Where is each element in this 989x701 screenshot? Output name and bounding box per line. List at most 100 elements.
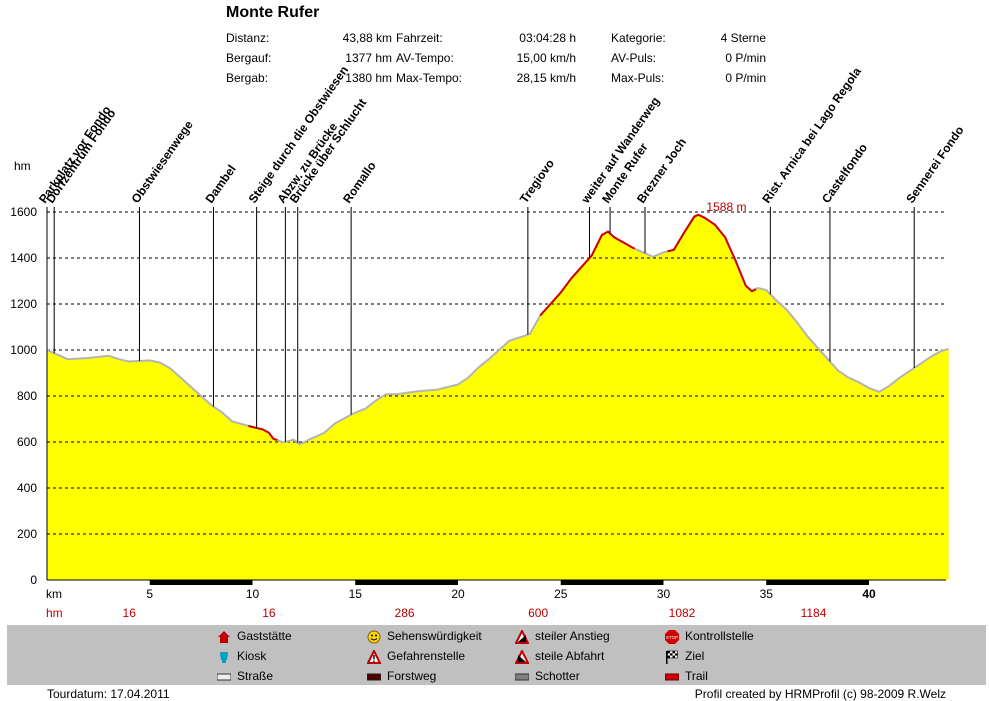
stat-label: Bergab: xyxy=(226,71,269,85)
stat-max-speed: Max-Tempo: 28,15 km/h xyxy=(396,71,596,86)
legend-item-forstweg: Forstweg xyxy=(367,668,436,684)
waypoint-label: Dambel xyxy=(202,162,238,206)
legend-label: steile Abfahrt xyxy=(535,649,605,663)
stat-ascent: Bergauf: 1377 hm xyxy=(226,51,392,66)
warning-icon xyxy=(367,649,381,664)
max-elevation-label: 1588 m xyxy=(706,200,746,214)
waypoint-label: Romallo xyxy=(340,159,379,206)
stat-label: Max-Puls: xyxy=(611,71,665,85)
legend-item-schotter: Schotter xyxy=(515,668,580,684)
x-tick-label: 10 xyxy=(246,587,260,601)
stat-value: 15,00 km/h xyxy=(516,51,576,65)
stat-label: AV-Puls: xyxy=(611,51,657,65)
stat-value: 0 P/min xyxy=(725,51,766,65)
legend-label: Kontrollstelle xyxy=(685,629,754,643)
legend-label: steiler Anstieg xyxy=(535,629,610,643)
x-tick-label: 20 xyxy=(451,587,465,601)
y-tick-label: 800 xyxy=(17,389,37,403)
waypoint-label: Obstwiesenwege xyxy=(128,118,196,206)
waypoint-label: Sennerei Fondo xyxy=(903,123,966,205)
elevation-area xyxy=(47,214,949,581)
gravel-icon xyxy=(515,670,529,684)
stat-value: 1377 hm xyxy=(345,51,392,65)
smiley-icon xyxy=(367,630,381,644)
stat-value: 0 P/min xyxy=(725,71,766,85)
y-tick-label: 1400 xyxy=(10,251,37,265)
forstweg-bar xyxy=(355,580,458,585)
stat-label: Kategorie: xyxy=(611,31,666,45)
forstweg-bar xyxy=(149,580,253,585)
trail-segment xyxy=(667,213,757,293)
forest-road-icon xyxy=(367,670,381,684)
y-tick-label: 400 xyxy=(17,481,37,495)
x-tick-label: 15 xyxy=(349,587,363,601)
legend-item-sehenswuerdigkeit: Sehenswürdigkeit xyxy=(367,628,482,644)
stat-max-pulse: Max-Puls: 0 P/min xyxy=(611,71,771,86)
hm-row-label: hm xyxy=(46,606,63,620)
hm-row-value: 1184 xyxy=(801,606,827,620)
stat-label: Bergauf: xyxy=(226,51,272,65)
stat-avg-pulse: AV-Puls: 0 P/min xyxy=(611,51,771,66)
stat-value: 28,15 km/h xyxy=(516,71,576,85)
tour-title: Monte Rufer xyxy=(226,4,320,21)
tour-date: Tourdatum: 17.04.2011 xyxy=(47,687,170,701)
svg-text:STOP: STOP xyxy=(666,635,678,640)
y-tick-label: 600 xyxy=(17,435,37,449)
stat-label: AV-Tempo: xyxy=(396,51,454,65)
legend-label: Straße xyxy=(237,669,274,683)
stat-label: Max-Tempo: xyxy=(396,71,463,85)
legend-item-ziel: Ziel xyxy=(665,648,704,664)
x-tick-label: 35 xyxy=(760,587,774,601)
trail-segment xyxy=(539,230,619,317)
y-tick-label: 1200 xyxy=(10,297,37,311)
x-tick-label: 25 xyxy=(554,587,568,601)
y-tick-label: 1000 xyxy=(10,343,37,357)
legend-label: Gaststätte xyxy=(237,629,292,643)
stat-riding-time: Fahrzeit: 03:04:28 h xyxy=(396,31,596,46)
forstweg-bar xyxy=(560,580,664,585)
legend-label: Gefahrenstelle xyxy=(387,649,466,663)
y-tick-label: 0 xyxy=(30,573,37,587)
road-icon xyxy=(217,670,231,684)
stat-category: Kategorie: 4 Sterne xyxy=(611,31,771,46)
hm-row-value: 16 xyxy=(123,606,137,620)
stat-descent: Bergab: 1380 hm xyxy=(226,71,392,86)
x-tick-label: 40 xyxy=(862,587,876,601)
waypoint-label: Rist. Arnica bei Lago Regola xyxy=(759,65,864,206)
stat-value: 43,88 km xyxy=(342,31,392,45)
waypoint-label: Castelfondo xyxy=(819,141,870,206)
stop-icon: STOP xyxy=(665,629,679,644)
legend-item-steiler-anstieg: steiler Anstieg xyxy=(515,628,610,644)
legend-label: Forstweg xyxy=(387,669,437,683)
steep-down-icon xyxy=(515,649,529,664)
legend-label: Ziel xyxy=(685,649,705,663)
stat-label: Distanz: xyxy=(226,31,270,45)
forstweg-bar xyxy=(766,580,869,585)
trail-icon xyxy=(665,670,679,684)
legend-label: Sehenswürdigkeit xyxy=(387,629,482,643)
legend-item-gaststaette: Gaststätte xyxy=(217,628,292,644)
x-axis-unit-label: km xyxy=(46,587,62,601)
cup-icon xyxy=(217,650,231,664)
hm-row-value: 600 xyxy=(528,606,548,620)
house-icon xyxy=(217,630,231,644)
hm-row-value: 16 xyxy=(262,606,276,620)
y-axis-unit-label: hm xyxy=(14,159,31,173)
legend-item-kiosk: Kiosk xyxy=(217,648,266,664)
waypoint-label: Tregiovo xyxy=(517,157,557,206)
legend-item-strasse: Straße xyxy=(217,668,273,684)
steep-up-icon xyxy=(515,629,529,644)
trail-segment xyxy=(617,238,636,250)
x-tick-label: 5 xyxy=(146,587,153,601)
stat-value: 1380 hm xyxy=(345,71,392,85)
x-tick-label: 30 xyxy=(657,587,671,601)
legend-item-trail: Trail xyxy=(665,668,708,684)
legend-label: Kiosk xyxy=(237,649,267,663)
legend-label: Trail xyxy=(685,669,708,683)
legend-panel: Gaststätte Kiosk Straße Sehenswürdigkeit… xyxy=(7,625,986,685)
hm-row-value: 286 xyxy=(395,606,415,620)
legend-item-gefahrenstelle: Gefahrenstelle xyxy=(367,648,465,664)
stat-distance: Distanz: 43,88 km xyxy=(226,31,392,46)
credits: Profil created by HRMProfil (c) 98-2009 … xyxy=(694,687,946,701)
